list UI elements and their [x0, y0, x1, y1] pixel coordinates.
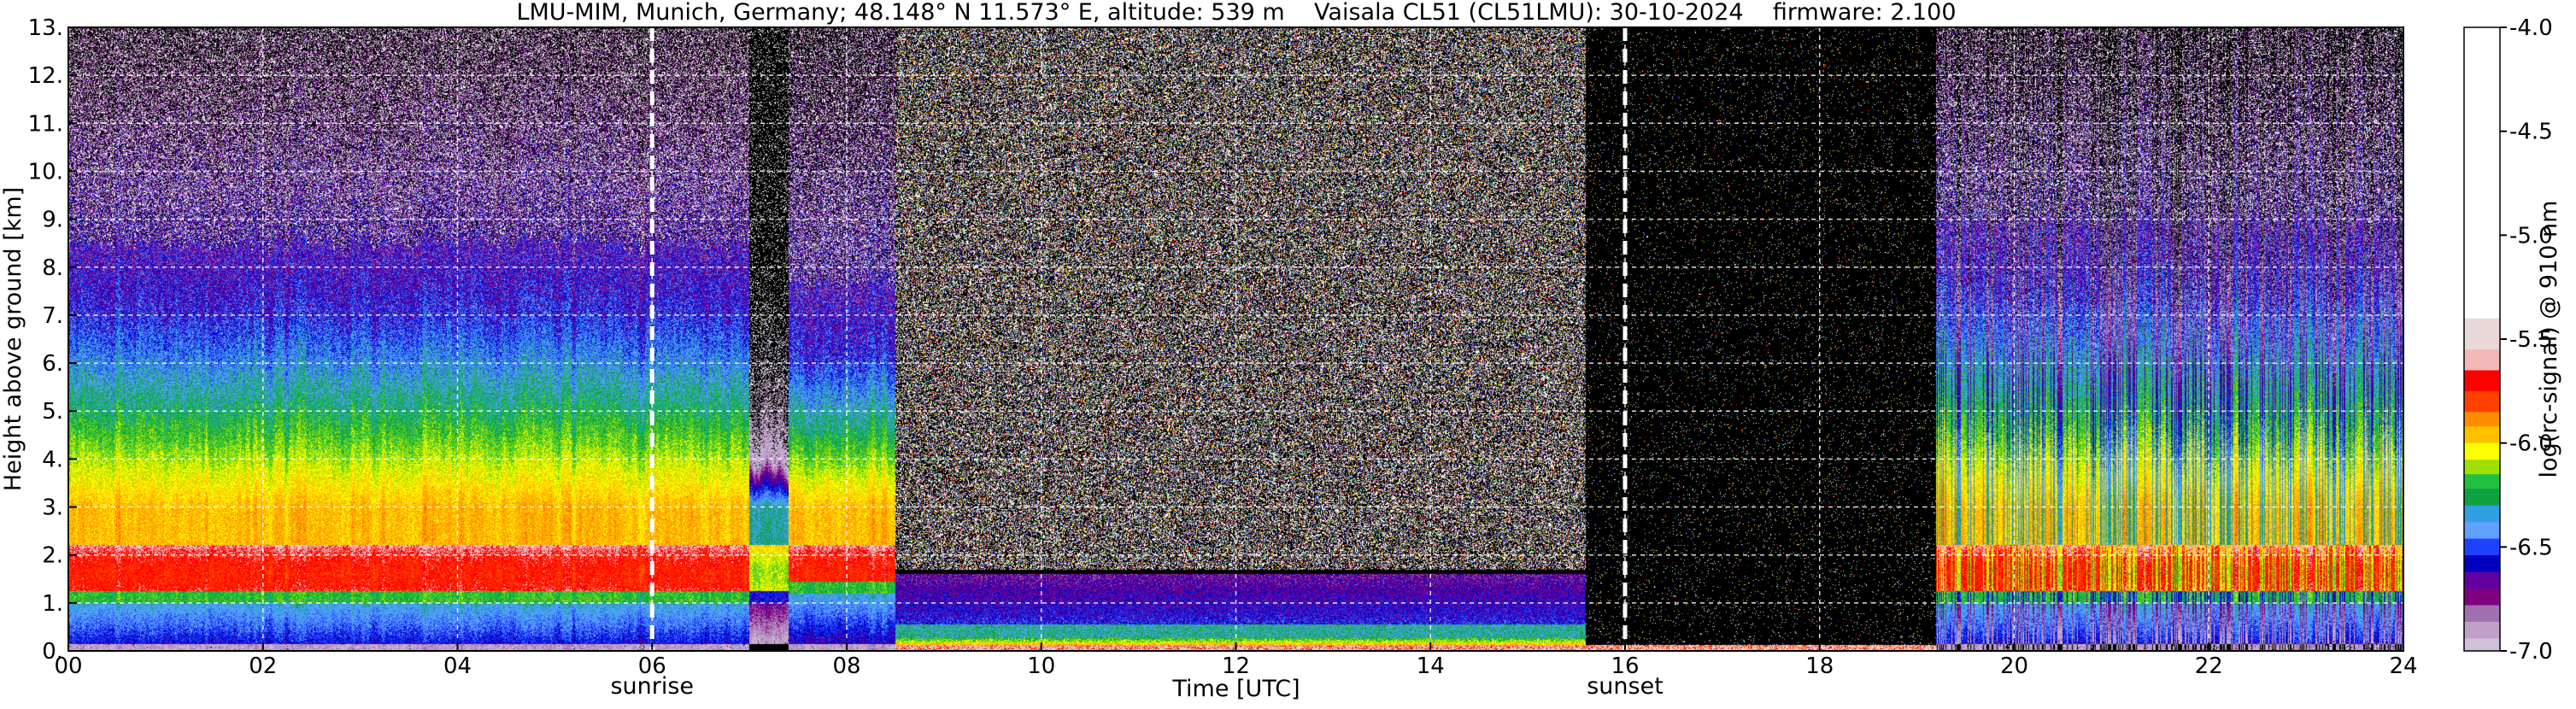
y-tick-label: 4.	[42, 447, 63, 472]
colorbar-segment	[2464, 460, 2500, 475]
x-tick-label: 00	[54, 653, 82, 679]
colorbar-tick-label: -5.0	[2509, 223, 2553, 249]
colorbar-segment	[2464, 538, 2500, 556]
plot-area	[67, 26, 2404, 652]
y-tick-label: 1.	[42, 591, 63, 617]
colorbar-segment	[2464, 638, 2500, 652]
y-tick-label: 12.	[28, 63, 63, 89]
y-tick-label: 2.	[42, 543, 63, 569]
x-tick-label: 24	[2389, 653, 2417, 679]
colorbar-tick-label: -4.5	[2509, 120, 2553, 145]
colorbar-segment	[2464, 349, 2500, 372]
x-tick-label: 22	[2195, 653, 2223, 679]
x-axis-label: Time [UTC]	[1171, 676, 1300, 702]
colorbar	[2463, 26, 2501, 652]
y-tick-label: 6.	[42, 351, 63, 377]
annotation-lines	[649, 27, 1628, 651]
x-tick-label: 06	[638, 653, 666, 679]
y-tick-label: 13.	[28, 15, 63, 41]
y-tick-label: 9.	[42, 208, 63, 233]
annotation-labels: sunrise sunset	[610, 673, 1663, 700]
y-tick-label: 8.	[42, 255, 63, 281]
colorbar-segment	[2464, 412, 2500, 427]
colorbar-segment	[2464, 589, 2500, 606]
x-tick-label: 08	[832, 653, 860, 679]
colorbar-segment	[2464, 390, 2500, 413]
y-axis-label: Height above ground [km]	[0, 187, 26, 491]
x-tick-label: 10	[1027, 653, 1055, 679]
y-tick-label: 7.	[42, 303, 63, 329]
colorbar-segment	[2464, 522, 2500, 540]
colorbar-label: log(rc-signal) @ 910 nm	[2536, 201, 2562, 478]
x-tick-label: 12	[1222, 653, 1250, 679]
x-tick-label: 18	[1805, 653, 1834, 679]
colorbar-segment	[2464, 571, 2500, 589]
chart-title: LMU-MIM, Munich, Germany; 48.148° N 11.5…	[516, 0, 1956, 26]
y-tick-label: 3.	[42, 495, 63, 521]
x-axis: 00 02 04 06 08 10 12 14 16 18 20 22 24	[54, 642, 2418, 679]
annotation-label: sunrise	[610, 673, 694, 700]
y-tick-label: 11.	[28, 111, 63, 137]
colorbar-tick-label: -7.0	[2509, 639, 2553, 665]
x-tick-label: 04	[443, 653, 472, 679]
y-tick-label: 10.	[28, 159, 63, 185]
colorbar-segment	[2464, 426, 2500, 444]
y-axis: 0. 1. 2. 3. 4. 5. 6. 7. 8. 9. 10. 11. 12. 13.	[28, 15, 77, 665]
annotation-label: sunset	[1587, 673, 1664, 700]
colorbar-segment	[2464, 505, 2500, 523]
colorbar-segment	[2464, 370, 2500, 392]
colorbar-tick-label: -6.0	[2509, 431, 2553, 457]
colorbar-tick-label: -5.5	[2509, 327, 2553, 353]
x-tick-label: 16	[1611, 653, 1639, 679]
colorbar-segment	[2464, 474, 2500, 489]
colorbar-segment	[2464, 555, 2500, 573]
colorbar-segment	[2464, 621, 2500, 639]
y-tick-label: 5.	[42, 399, 63, 425]
colorbar-tick-label: -4.0	[2509, 15, 2553, 41]
colorbar-segment	[2464, 605, 2500, 623]
x-tick-label: 14	[1417, 653, 1445, 679]
colorbar-segment	[2464, 442, 2500, 460]
colorbar-segment	[2464, 27, 2500, 319]
colorbar-segment	[2464, 318, 2500, 350]
colorbar-segment	[2464, 489, 2500, 507]
colorbar-ticks: -4.0 -4.5 -5.0 -5.5 -6.0 -6.5 -7.0	[2500, 15, 2553, 665]
x-tick-label: 02	[249, 653, 277, 679]
x-tick-label: 20	[2000, 653, 2028, 679]
y-tick-label: 0.	[42, 639, 63, 665]
colorbar-tick-label: -6.5	[2509, 535, 2553, 560]
